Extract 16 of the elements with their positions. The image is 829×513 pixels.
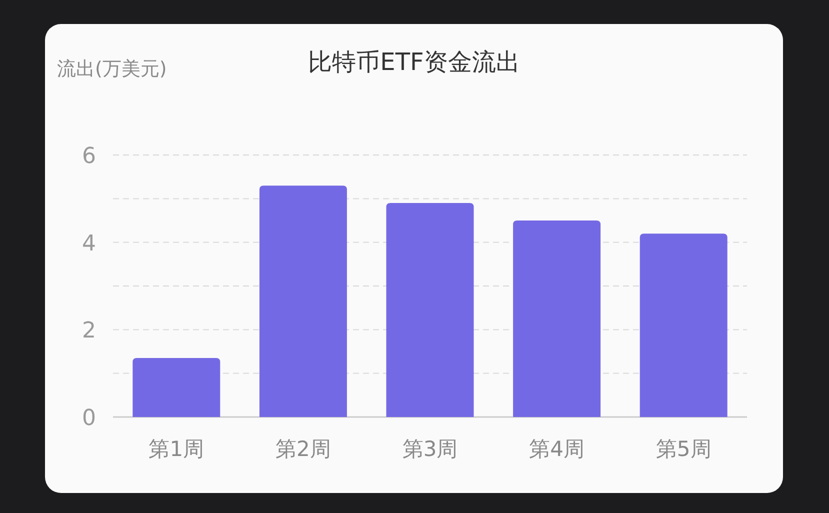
chart-title: 比特币ETF资金流出 — [308, 48, 520, 76]
y-tick-label: 6 — [82, 144, 96, 169]
y-axis-title: 流出(万美元) — [57, 58, 167, 80]
x-tick-label: 第5周 — [656, 437, 712, 461]
bar — [259, 186, 347, 417]
y-tick-label: 0 — [82, 406, 96, 431]
x-tick-label: 第1周 — [148, 437, 204, 461]
y-tick-label: 4 — [82, 231, 96, 256]
bar — [132, 358, 220, 417]
bar — [386, 203, 474, 417]
x-tick-label: 第2周 — [276, 437, 331, 461]
y-tick-label: 2 — [82, 318, 96, 344]
x-tick-label: 第3周 — [402, 437, 458, 461]
bar — [513, 220, 601, 417]
bar — [640, 234, 728, 417]
x-tick-label: 第4周 — [529, 437, 584, 461]
